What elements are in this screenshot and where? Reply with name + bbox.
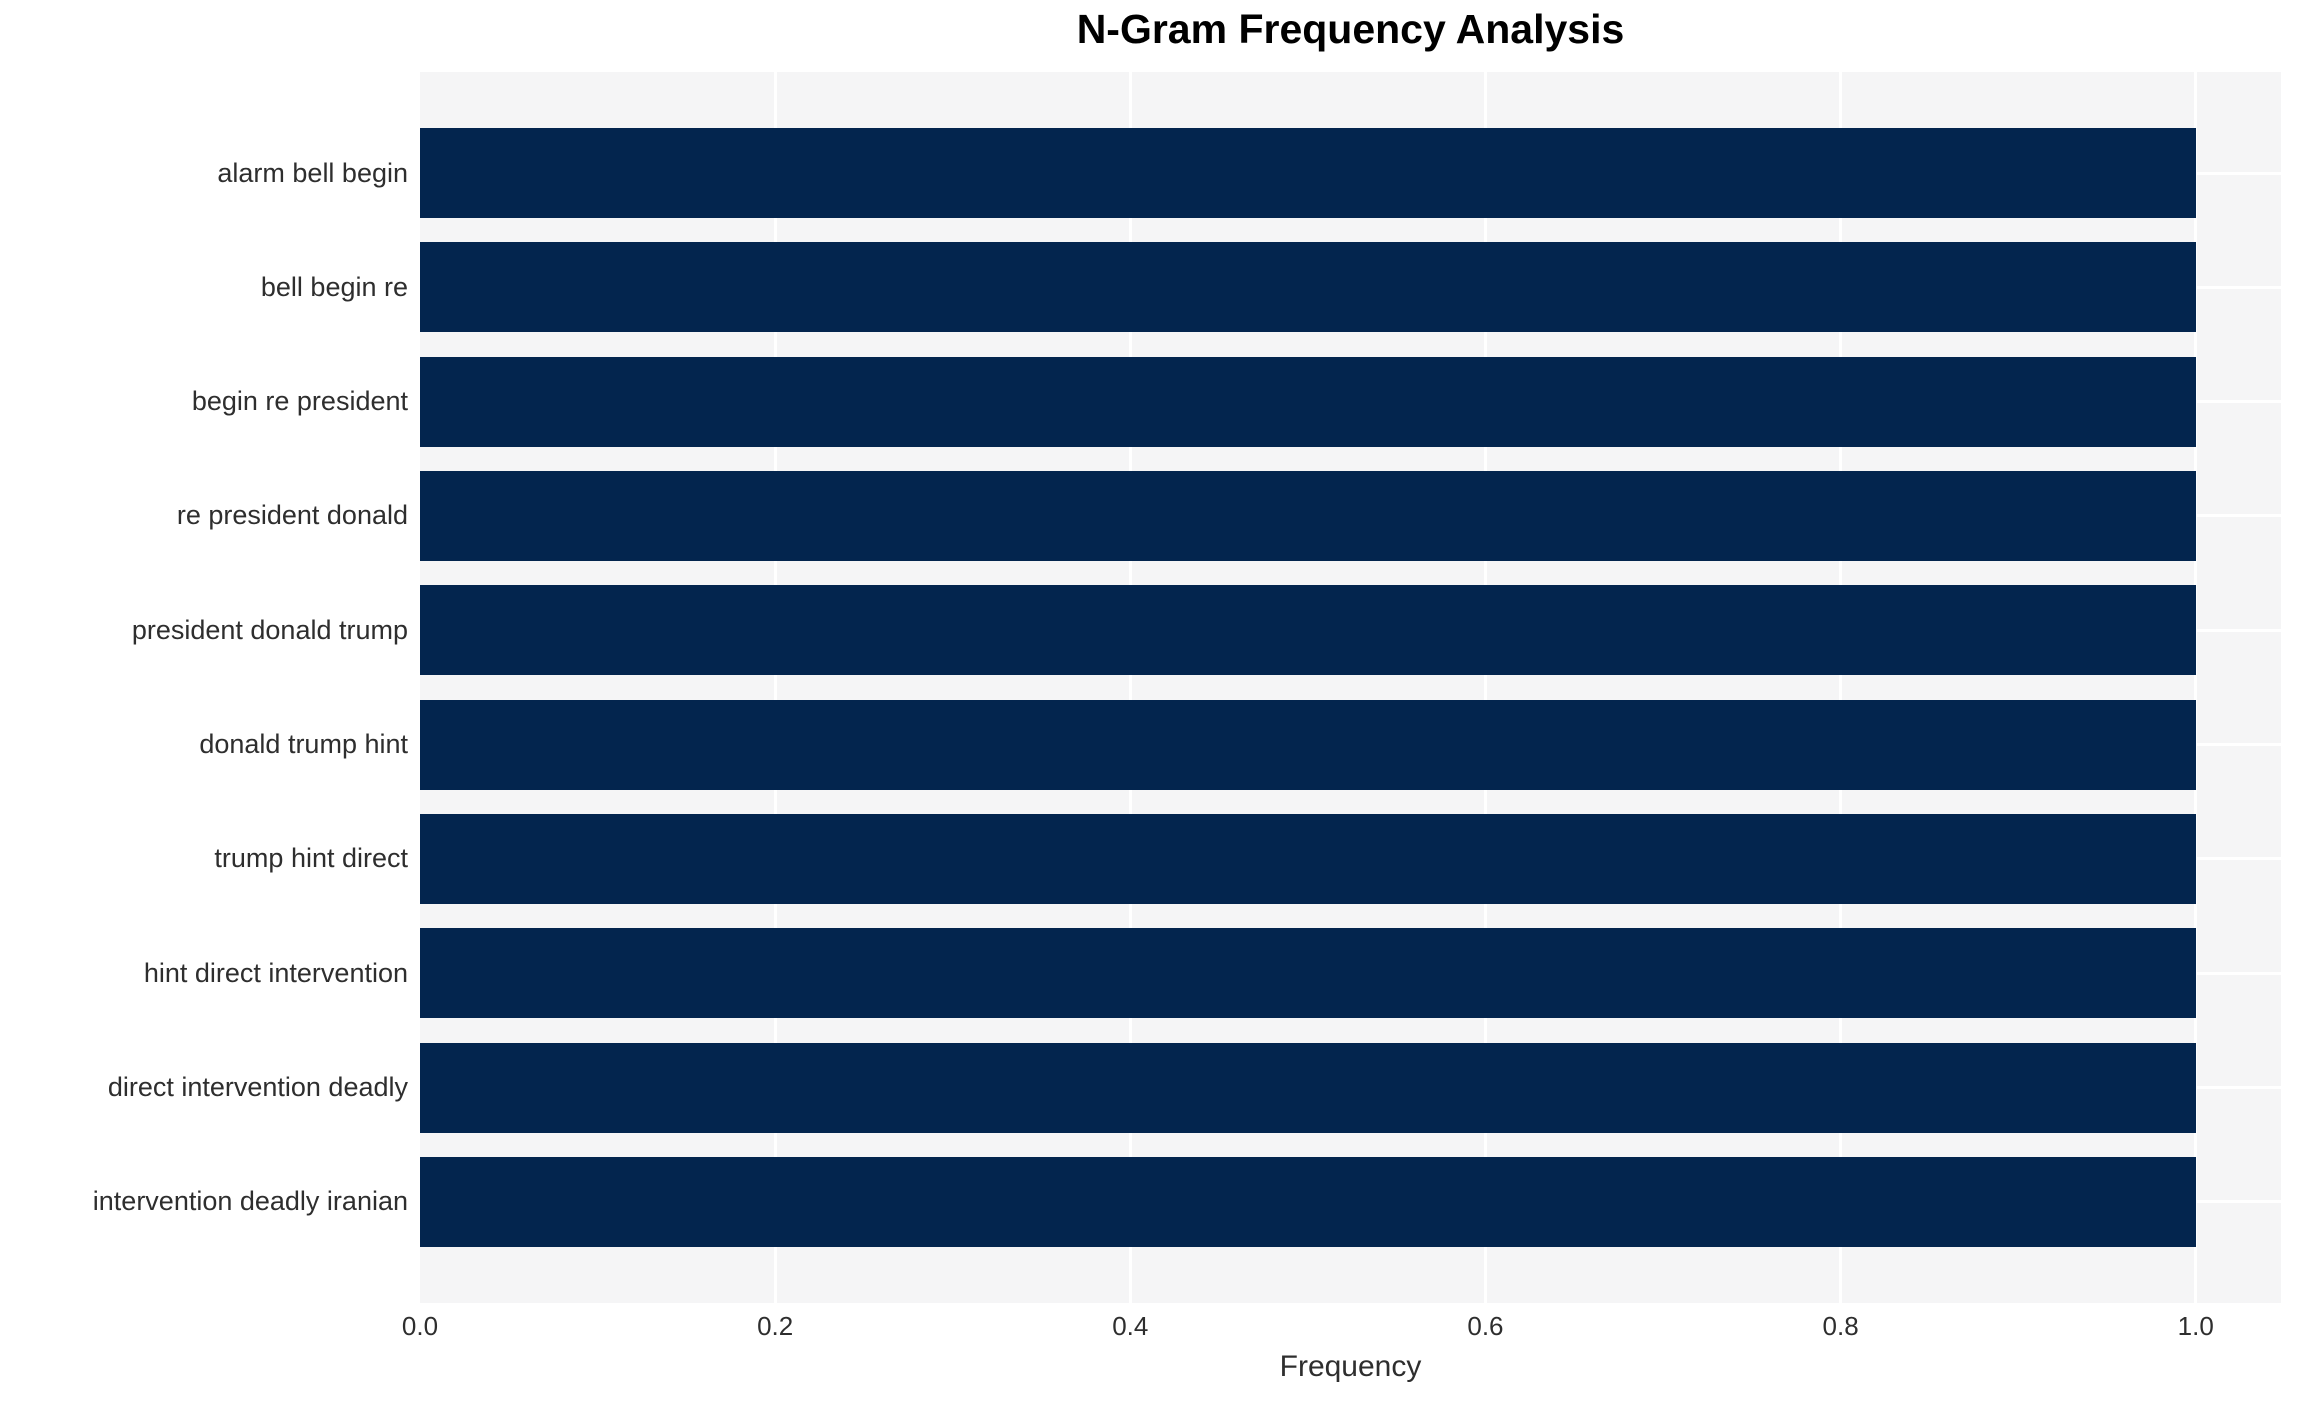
y-tick-label: alarm bell begin bbox=[217, 157, 408, 188]
frequency-bar bbox=[420, 813, 2196, 904]
frequency-bar bbox=[420, 356, 2196, 447]
y-tick-label: trump hint direct bbox=[214, 843, 408, 874]
y-axis-labels: alarm bell begin bell begin re begin re pr… bbox=[0, 128, 408, 1247]
frequency-bar bbox=[420, 242, 2196, 333]
frequency-bar bbox=[420, 128, 2196, 218]
frequency-bar bbox=[420, 1042, 2196, 1133]
y-tick-label: bell begin re bbox=[260, 271, 408, 302]
y-tick-label: begin re president bbox=[191, 386, 408, 417]
bar-row bbox=[420, 1042, 2281, 1133]
frequency-bar bbox=[420, 585, 2196, 676]
vertical-gridline bbox=[1839, 72, 1843, 1303]
x-axis-title: Frequency bbox=[1279, 1350, 1422, 1383]
y-tick-label: donald trump hint bbox=[199, 729, 408, 760]
bar-row bbox=[420, 928, 2281, 1019]
bar-row bbox=[420, 699, 2281, 790]
frequency-bar bbox=[420, 1156, 2196, 1247]
frequency-bar bbox=[420, 699, 2196, 790]
plot-area bbox=[420, 72, 2281, 1303]
y-tick-label: direct intervention deadly bbox=[107, 1072, 408, 1103]
frequency-bar bbox=[420, 928, 2196, 1019]
y-tick-label: president donald trump bbox=[131, 614, 408, 645]
x-tick-label: 0.6 bbox=[1467, 1311, 1504, 1341]
vertical-gridline bbox=[1483, 72, 1487, 1303]
bar-row bbox=[420, 356, 2281, 447]
bar-rows bbox=[420, 128, 2281, 1247]
bar-row bbox=[420, 242, 2281, 333]
vertical-gridline bbox=[2194, 72, 2198, 1303]
bar-row bbox=[420, 1156, 2281, 1247]
y-tick-label: hint direct intervention bbox=[143, 957, 408, 988]
x-tick-label: 0.0 bbox=[401, 1311, 439, 1341]
x-tick-label: 0.8 bbox=[1822, 1311, 1859, 1341]
x-tick-label: 0.2 bbox=[757, 1311, 794, 1341]
bar-row bbox=[420, 585, 2281, 676]
x-tick-label: 1.0 bbox=[2177, 1311, 2214, 1341]
x-axis-ticks: 0.0 0.2 0.4 0.6 0.8 1.0 bbox=[402, 1311, 2281, 1343]
vertical-gridline bbox=[1128, 72, 1132, 1303]
chart-title: N-Gram Frequency Analysis bbox=[1076, 6, 1625, 52]
frequency-bar bbox=[420, 470, 2196, 561]
bar-row bbox=[420, 128, 2281, 218]
y-tick-label: intervention deadly iranian bbox=[92, 1186, 408, 1217]
bar-row bbox=[420, 470, 2281, 561]
bar-row bbox=[420, 813, 2281, 904]
x-tick-label: 0.4 bbox=[1112, 1311, 1149, 1341]
vertical-gridline bbox=[773, 72, 777, 1303]
y-tick-label: re president donald bbox=[176, 500, 408, 531]
